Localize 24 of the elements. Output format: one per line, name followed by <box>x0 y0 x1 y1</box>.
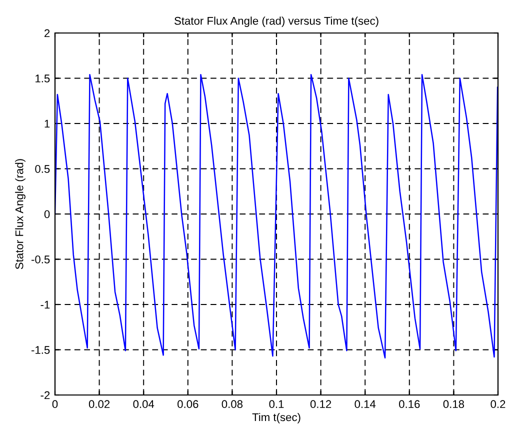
y-axis-title: Stator Flux Angle (rad) <box>15 159 26 270</box>
x-tick-label: 0.12 <box>310 400 332 408</box>
x-tick-label: 0.2 <box>490 400 506 408</box>
chart-title: Stator Flux Angle (rad) versus Time t(sec) <box>174 16 378 27</box>
x-tick-label: 0.16 <box>399 400 420 408</box>
y-tick-label: -1 <box>40 300 50 309</box>
y-tick-label: -0.5 <box>31 256 50 264</box>
y-tick-label: 0 <box>44 210 50 218</box>
x-tick-label: 0.06 <box>178 400 198 408</box>
x-tick-label: 0.14 <box>354 400 376 408</box>
y-tick-label: 1.5 <box>36 74 50 82</box>
x-tick-label: 0.18 <box>443 400 464 408</box>
x-tick-label: 0.08 <box>222 400 243 408</box>
x-tick-label: 0.1 <box>269 400 284 408</box>
y-tick-label: 2 <box>44 29 50 38</box>
x-tick-label: 0 <box>52 400 58 408</box>
x-axis-title: Tim t(sec) <box>252 412 300 424</box>
y-tick-label: -2 <box>40 391 50 400</box>
y-tick-label: 1 <box>44 120 50 128</box>
x-tick-label: 0.02 <box>88 400 110 408</box>
x-tick-label: 0.04 <box>133 400 154 408</box>
line-series <box>55 74 498 359</box>
y-tick-label: -1.5 <box>31 346 50 354</box>
y-tick-label: 0.5 <box>35 165 50 173</box>
